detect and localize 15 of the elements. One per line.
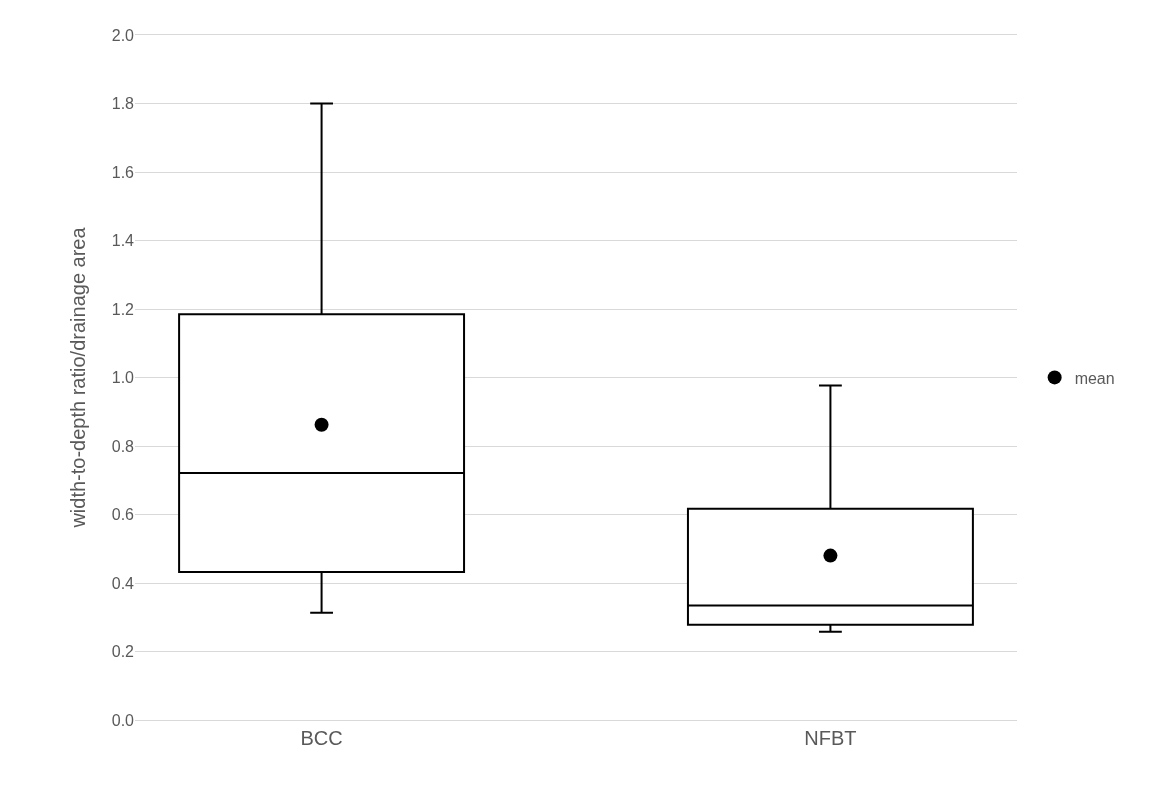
x-tick-label: NFBT: [804, 727, 857, 749]
y-tick-label: 1.8: [111, 95, 135, 113]
legend-label: mean: [1074, 369, 1115, 387]
y-tick-label: 1.2: [111, 300, 135, 318]
y-tick-label: 1.4: [111, 232, 135, 250]
y-tick-label: 0.2: [111, 643, 135, 661]
x-tick-label: BCC: [300, 727, 343, 749]
y-tick-label: 1.0: [111, 369, 135, 387]
y-tick-label: 0.4: [111, 574, 135, 592]
y-axis-title: width-to-depth ratio/drainage area: [67, 226, 90, 529]
y-tick-label: 0.8: [111, 437, 135, 455]
y-tick-label: 1.6: [111, 163, 135, 181]
y-tick-label: 2.0: [111, 26, 135, 44]
y-tick-label: 0.6: [111, 506, 135, 524]
y-tick-label: 0.0: [111, 711, 135, 729]
